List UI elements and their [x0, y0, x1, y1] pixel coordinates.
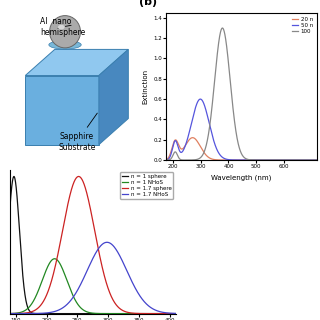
20 n: [181, 147, 185, 151]
20 n: [190, 136, 194, 140]
20 n: [318, 158, 320, 162]
100: [315, 158, 318, 162]
Ellipse shape: [58, 25, 65, 29]
n = 1.7 sphere: [78, 175, 82, 179]
Line: n = 1.7 NHoS: n = 1.7 NHoS: [4, 242, 182, 314]
n = 1 NHoS: [22, 309, 26, 313]
Line: n = 1 NHoS: n = 1 NHoS: [4, 259, 182, 314]
n = 1 NHoS: [177, 312, 180, 316]
100: [222, 30, 226, 34]
n = 1 NHoS: [2, 312, 5, 316]
100: [318, 158, 320, 162]
100: [163, 158, 167, 162]
50 n: [163, 158, 167, 162]
n = 1 NHoS: [180, 312, 184, 316]
n = 1.7 NHoS: [177, 312, 180, 316]
Polygon shape: [25, 49, 128, 76]
20 n: [222, 158, 226, 162]
Polygon shape: [99, 49, 128, 145]
20 n: [298, 158, 302, 162]
n = 1 sphere: [2, 289, 5, 292]
Circle shape: [50, 16, 81, 48]
Line: 100: 100: [165, 28, 320, 160]
n = 1 NHoS: [33, 297, 36, 301]
n = 1.7 sphere: [22, 311, 26, 315]
50 n: [318, 158, 320, 162]
20 n: [229, 158, 233, 162]
Text: Al  nano
hemisphere: Al nano hemisphere: [40, 17, 85, 36]
n = 1 NHoS: [53, 257, 57, 261]
100: [190, 158, 194, 162]
50 n: [198, 97, 202, 101]
Text: Sapphire
Substrate: Sapphire Substrate: [58, 113, 97, 152]
n = 1.7 NHoS: [180, 312, 184, 316]
n = 1.7 sphere: [157, 312, 161, 316]
n = 1 sphere: [22, 284, 26, 288]
n = 1.7 sphere: [2, 312, 5, 316]
20 n: [163, 158, 167, 162]
n = 1 NHoS: [157, 312, 161, 316]
Ellipse shape: [49, 41, 81, 49]
100: [229, 87, 233, 91]
n = 1 NHoS: [70, 292, 74, 295]
100: [181, 158, 185, 162]
n = 1.7 sphere: [177, 312, 180, 316]
n = 1 sphere: [33, 312, 36, 316]
n = 1 sphere: [177, 312, 180, 316]
Legend: 20 n, 50 n, 100: 20 n, 50 n, 100: [291, 16, 314, 35]
n = 1.7 NHoS: [70, 297, 74, 301]
100: [220, 26, 224, 30]
n = 1 NHoS: [78, 305, 82, 309]
n = 1.7 NHoS: [157, 310, 161, 314]
n = 1 sphere: [70, 312, 74, 316]
50 n: [298, 158, 302, 162]
Line: 50 n: 50 n: [165, 99, 320, 160]
50 n: [181, 149, 185, 153]
n = 1.7 sphere: [180, 312, 184, 316]
n = 1.7 NHoS: [2, 312, 5, 316]
n = 1 sphere: [157, 312, 161, 316]
Y-axis label: Extinction: Extinction: [142, 69, 148, 104]
n = 1.7 NHoS: [33, 312, 36, 316]
20 n: [191, 136, 195, 140]
20 n: [315, 158, 318, 162]
100: [298, 158, 302, 162]
Line: n = 1 sphere: n = 1 sphere: [4, 176, 182, 314]
n = 1 sphere: [180, 312, 184, 316]
50 n: [190, 120, 194, 124]
50 n: [229, 158, 233, 162]
Line: 20 n: 20 n: [165, 138, 320, 160]
50 n: [222, 156, 226, 160]
n = 1.7 NHoS: [105, 240, 109, 244]
X-axis label: Wavelength (nm): Wavelength (nm): [212, 175, 272, 181]
n = 1.7 sphere: [33, 308, 36, 312]
n = 1.7 sphere: [70, 186, 74, 190]
n = 1.7 NHoS: [78, 284, 82, 288]
Legend: n = 1 sphere, n = 1 NHoS, n = 1.7 sphere, n = 1.7 NHoS: n = 1 sphere, n = 1 NHoS, n = 1.7 sphere…: [120, 172, 173, 199]
Text: (b): (b): [139, 0, 157, 7]
n = 1.7 NHoS: [22, 312, 26, 316]
n = 1 sphere: [78, 312, 82, 316]
n = 1 sphere: [12, 174, 16, 178]
Polygon shape: [25, 76, 99, 145]
n = 1.7 sphere: [77, 174, 81, 178]
Line: n = 1.7 sphere: n = 1.7 sphere: [4, 176, 182, 314]
50 n: [315, 158, 318, 162]
